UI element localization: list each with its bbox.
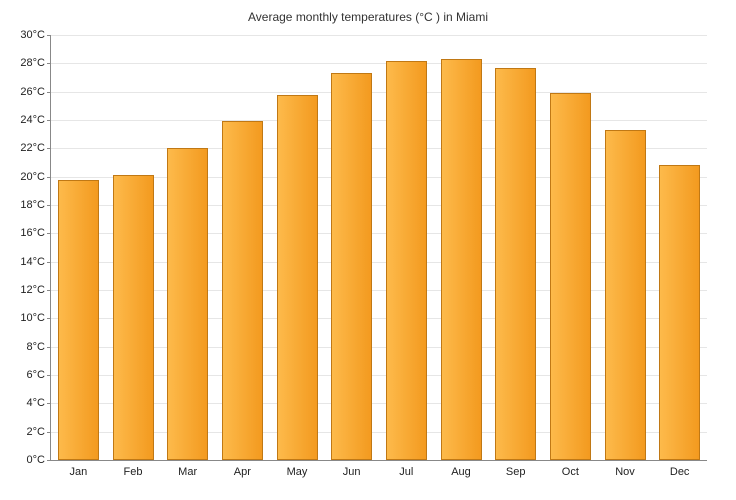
y-tick-label: 24°C: [20, 114, 45, 126]
bar-oct: [550, 93, 591, 460]
gridline: [51, 63, 707, 64]
plot-area: 0°C2°C4°C6°C8°C10°C12°C14°C16°C18°C20°C2…: [50, 35, 707, 461]
x-tick-label: Aug: [451, 466, 471, 478]
bar-apr: [222, 121, 263, 460]
bar-sep: [495, 68, 536, 460]
bar-dec: [659, 165, 700, 460]
y-tick: [47, 92, 51, 93]
y-tick: [47, 290, 51, 291]
bar-aug: [441, 59, 482, 460]
y-tick-label: 22°C: [20, 142, 45, 154]
y-tick-label: 30°C: [20, 29, 45, 41]
y-tick: [47, 347, 51, 348]
y-tick: [47, 233, 51, 234]
y-tick: [47, 262, 51, 263]
x-tick-label: Jul: [399, 466, 413, 478]
x-tick-label: Feb: [124, 466, 143, 478]
y-tick-label: 14°C: [20, 256, 45, 268]
chart-title: Average monthly temperatures (°C ) in Mi…: [0, 10, 736, 24]
bar-nov: [605, 130, 646, 460]
y-tick-label: 26°C: [20, 86, 45, 98]
bar-feb: [113, 175, 154, 460]
gridline: [51, 92, 707, 93]
y-tick-label: 10°C: [20, 312, 45, 324]
bar-jul: [386, 61, 427, 461]
y-tick-label: 6°C: [27, 369, 45, 381]
y-tick: [47, 35, 51, 36]
gridline: [51, 35, 707, 36]
y-tick-label: 18°C: [20, 199, 45, 211]
y-tick-label: 12°C: [20, 284, 45, 296]
x-tick-label: Mar: [178, 466, 197, 478]
y-tick: [47, 148, 51, 149]
y-tick: [47, 120, 51, 121]
bar-mar: [167, 148, 208, 460]
x-tick-label: May: [287, 466, 308, 478]
y-tick: [47, 63, 51, 64]
bar-may: [277, 95, 318, 461]
bar-jun: [331, 73, 372, 460]
chart-container: Average monthly temperatures (°C ) in Mi…: [0, 0, 736, 500]
y-tick: [47, 403, 51, 404]
y-tick-label: 8°C: [27, 341, 45, 353]
y-tick-label: 20°C: [20, 171, 45, 183]
y-tick-label: 16°C: [20, 227, 45, 239]
bar-jan: [58, 180, 99, 461]
y-tick-label: 0°C: [27, 454, 45, 466]
x-tick-label: Jan: [69, 466, 87, 478]
y-tick-label: 4°C: [27, 397, 45, 409]
x-tick-label: Nov: [615, 466, 635, 478]
y-tick-label: 2°C: [27, 426, 45, 438]
gridline: [51, 120, 707, 121]
y-tick: [47, 375, 51, 376]
y-tick: [47, 432, 51, 433]
x-tick-label: Oct: [562, 466, 579, 478]
x-tick-label: Sep: [506, 466, 526, 478]
y-tick: [47, 177, 51, 178]
x-tick-label: Dec: [670, 466, 690, 478]
x-tick-label: Apr: [234, 466, 251, 478]
x-tick-label: Jun: [343, 466, 361, 478]
y-tick: [47, 318, 51, 319]
y-tick-label: 28°C: [20, 57, 45, 69]
y-tick: [47, 205, 51, 206]
y-tick: [47, 460, 51, 461]
